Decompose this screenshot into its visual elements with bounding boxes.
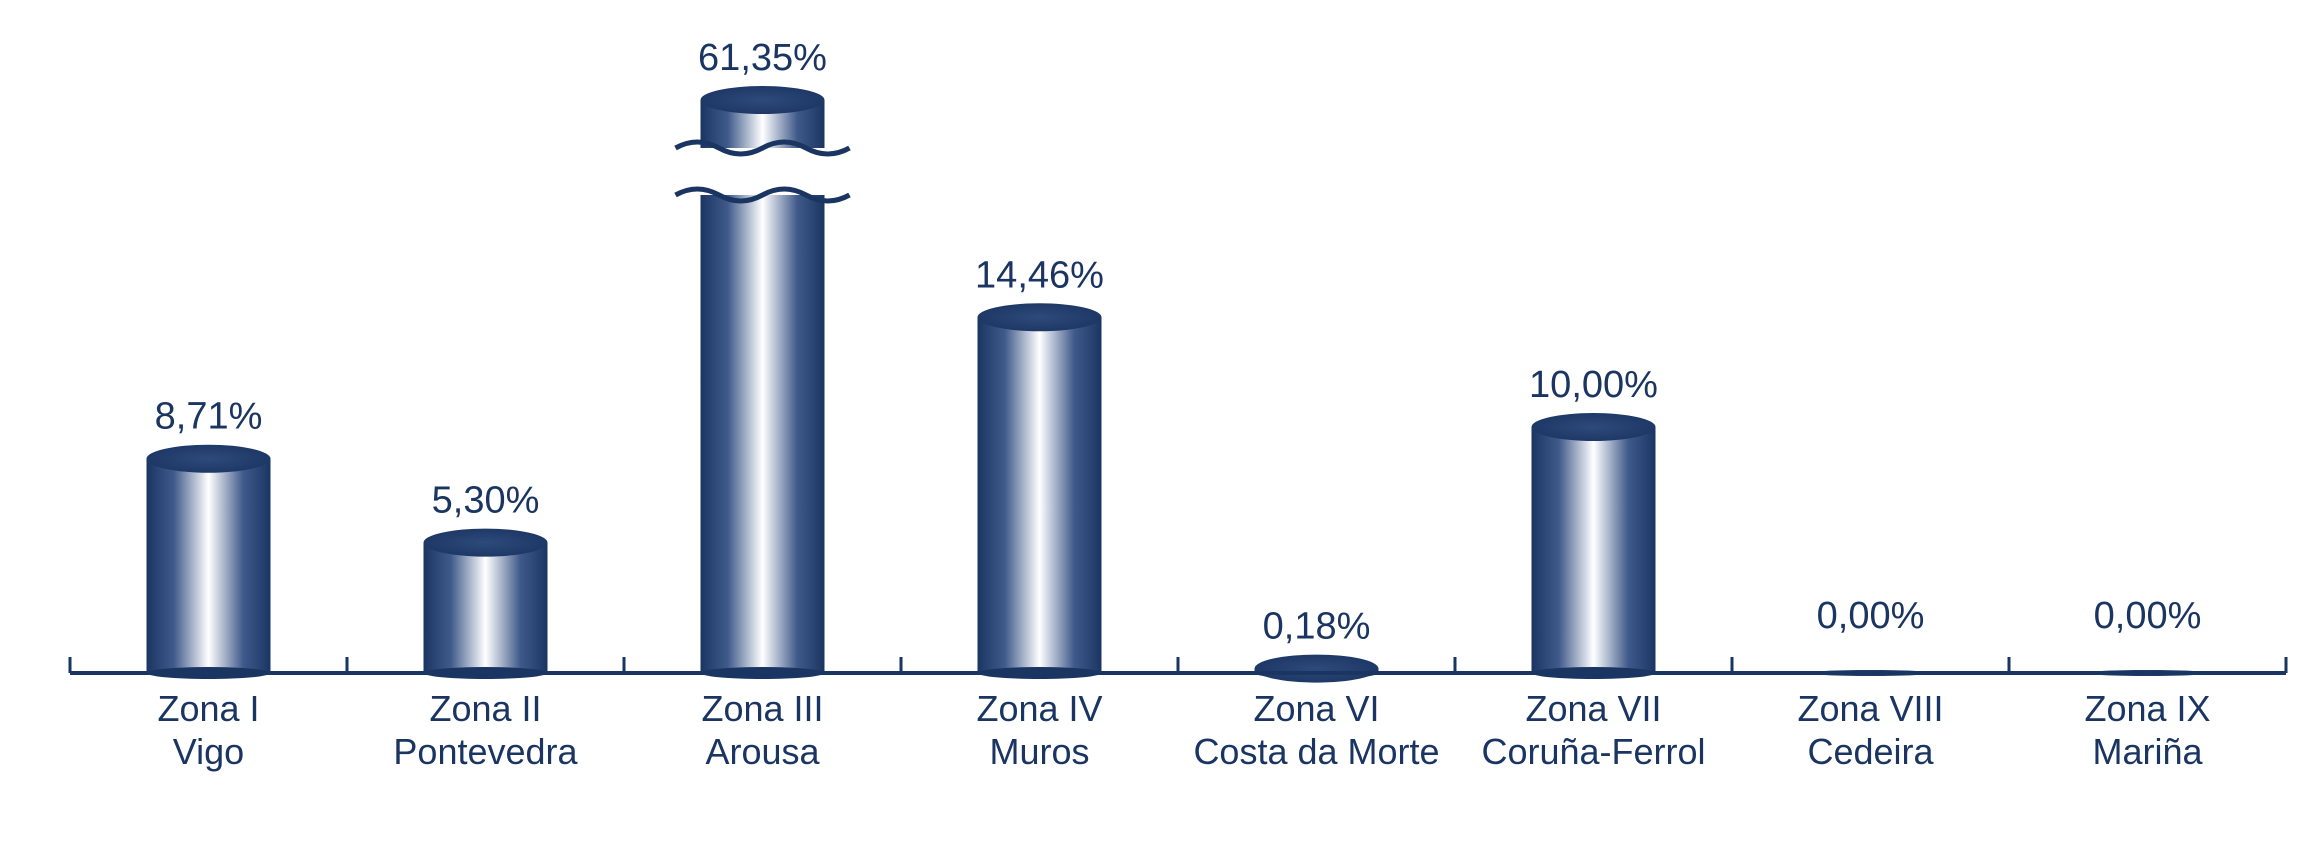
axis-break-gap: [698, 148, 827, 195]
category-label: Zona VI Costa da Morte: [1193, 688, 1439, 772]
bar: [423, 528, 548, 679]
bar: [674, 86, 851, 679]
value-labels-layer: 8,71% 5,30% 61,35% 14,46% 0,18% 10,00% 0,00% 0,…: [155, 37, 2202, 648]
category-label: Zona VII Coruña-Ferrol: [1481, 688, 1705, 772]
category-label: Zona I Vigo: [157, 688, 259, 772]
bar-cap: [700, 86, 825, 114]
data-label: 0,00%: [2094, 595, 2202, 637]
category-label-zone: Zona VII: [1525, 688, 1661, 729]
category-label-place: Muros: [989, 731, 1089, 772]
bar-cap: [423, 528, 548, 557]
data-label: 14,46%: [975, 254, 1104, 296]
category-label-zone: Zona III: [701, 688, 823, 729]
category-label-place: Costa da Morte: [1193, 731, 1439, 772]
bar: [146, 444, 271, 679]
bars-layer: [146, 86, 2210, 683]
category-label-place: Vigo: [173, 731, 244, 772]
category-label-place: Cedeira: [1807, 731, 1934, 772]
category-label: Zona IV Muros: [976, 688, 1102, 772]
axis-break-line: [674, 186, 851, 204]
category-label-zone: Zona VIII: [1797, 688, 1943, 729]
category-label-place: Arousa: [705, 731, 820, 772]
bar-cap: [977, 303, 1102, 332]
bar-body: [146, 458, 271, 673]
category-label-zone: Zona IV: [976, 688, 1102, 729]
axis-break-line: [674, 139, 851, 157]
category-labels-layer: Zona I Vigo Zona II Pontevedra Zona III Arous…: [157, 688, 2210, 772]
data-label: 8,71%: [155, 396, 263, 438]
bar-body: [977, 317, 1102, 673]
category-label: Zona VIII Cedeira: [1797, 688, 1943, 772]
data-label: 61,35%: [698, 37, 827, 79]
bar-body: [1531, 427, 1656, 673]
category-label-place: Coruña-Ferrol: [1481, 731, 1705, 772]
category-label: Zona II Pontevedra: [393, 688, 578, 772]
data-label: 10,00%: [1529, 364, 1658, 406]
bar-cap: [1531, 413, 1656, 441]
x-axis: [68, 657, 2288, 675]
bar: [1531, 413, 1656, 679]
category-label-zone: Zona VI: [1253, 688, 1379, 729]
bar-cap: [1254, 654, 1379, 683]
category-label-place: Pontevedra: [393, 731, 578, 772]
data-label: 0,18%: [1263, 606, 1371, 648]
category-label: Zona III Arousa: [701, 688, 823, 772]
category-label: Zona IX Mariña: [2084, 688, 2210, 772]
bar-cap: [146, 444, 271, 473]
bar: [977, 303, 1102, 679]
category-label-zone: Zona II: [429, 688, 541, 729]
data-label: 5,30%: [432, 480, 540, 522]
bar-body: [423, 542, 548, 673]
category-label-zone: Zona I: [157, 688, 259, 729]
data-label: 0,00%: [1817, 595, 1925, 637]
category-label-place: Mariña: [2092, 731, 2203, 772]
bar: [1254, 654, 1379, 683]
category-label-zone: Zona IX: [2084, 688, 2210, 729]
